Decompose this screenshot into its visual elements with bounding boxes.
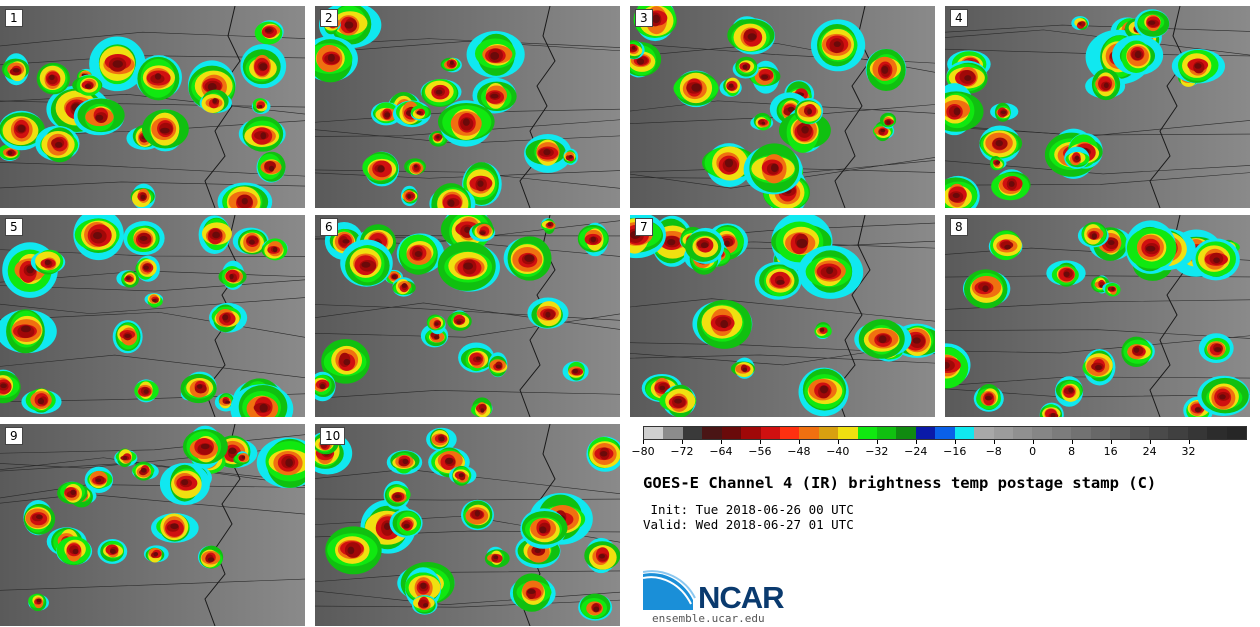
member-panel-2: 2 (315, 6, 620, 208)
colorbar-segment (993, 427, 1014, 439)
colorbar-tick (798, 440, 800, 444)
member-panel-10: 10 (315, 424, 620, 626)
member-panel-3: 3 (630, 6, 935, 208)
colorbar-tick-label: −32 (865, 445, 889, 458)
colorbar-tick-label: 16 (1103, 445, 1118, 458)
colorbar-tick-label: 8 (1068, 445, 1076, 458)
colorbar-segment (1032, 427, 1052, 439)
colorbar-segment (721, 427, 742, 439)
colorbar-segment (1071, 427, 1091, 439)
colorbar-tick-label: −40 (826, 445, 850, 458)
colorbar-tick-label: −72 (670, 445, 694, 458)
colorbar-tick-label: 24 (1142, 445, 1157, 458)
colorbar-tick-label: −24 (904, 445, 928, 458)
colorbar-segment (896, 427, 916, 439)
member-panel-6: 6 (315, 215, 620, 417)
colorbar-segment (974, 427, 994, 439)
ir-map (0, 215, 305, 417)
ir-map (630, 6, 935, 208)
colorbar-segment (1187, 427, 1208, 439)
colorbar-tick-label: 0 (1029, 445, 1037, 458)
colorbar-ticks: −80 −72 −64 −56 −48 −40 −32 −24 −16 −8 0 8 16 24 32 (631, 440, 1247, 462)
colorbar (643, 426, 1247, 440)
colorbar-segment (1090, 427, 1111, 439)
colorbar-segment (682, 427, 703, 439)
colorbar-tick (720, 440, 722, 444)
colorbar-tick (915, 440, 917, 444)
panel-label: 9 (5, 427, 23, 445)
member-panel-7: 7 (630, 215, 935, 417)
ir-map (0, 6, 305, 208)
colorbar-tick-label: −48 (787, 445, 811, 458)
colorbar-segment (1129, 427, 1149, 439)
colorbar-segment (838, 427, 858, 439)
colorbar-tick (876, 440, 878, 444)
panel-label: 5 (5, 218, 23, 236)
colorbar-segment (877, 427, 897, 439)
colorbar-tick-label: −8 (985, 445, 1002, 458)
colorbar-segment (954, 427, 975, 439)
colorbar-tick-label: −56 (748, 445, 772, 458)
colorbar-tick (1188, 440, 1190, 444)
member-panel-4: 4 (945, 6, 1250, 208)
panel-label: 7 (635, 218, 653, 236)
ir-map (315, 215, 620, 417)
ir-map (0, 424, 305, 626)
panel-label: 3 (635, 9, 653, 27)
ir-map (630, 215, 935, 417)
member-panel-9: 9 (0, 424, 305, 626)
colorbar-segment (1110, 427, 1130, 439)
colorbar-segment (818, 427, 839, 439)
colorbar-tick (1032, 440, 1034, 444)
colorbar-segment (1148, 427, 1169, 439)
colorbar-segment (741, 427, 761, 439)
panel-label: 8 (950, 218, 968, 236)
figure-title: GOES-E Channel 4 (IR) brightness temp po… (643, 474, 1157, 492)
colorbar-tick (954, 440, 956, 444)
colorbar-tick (681, 440, 683, 444)
member-panel-8: 8 (945, 215, 1250, 417)
member-panel-1: 1 (0, 6, 305, 208)
colorbar-segment (1013, 427, 1033, 439)
colorbar-tick-label: −80 (631, 445, 655, 458)
panel-label: 10 (320, 427, 346, 445)
colorbar-segment (1226, 427, 1247, 439)
ir-map (315, 424, 620, 626)
colorbar-tick (1149, 440, 1151, 444)
colorbar-tick (993, 440, 995, 444)
colorbar-segment (702, 427, 722, 439)
colorbar-tick (837, 440, 839, 444)
ir-map (945, 6, 1250, 208)
colorbar-segment (915, 427, 936, 439)
colorbar-tick (759, 440, 761, 444)
panel-label: 2 (320, 9, 338, 27)
colorbar-segment (644, 427, 664, 439)
colorbar-tick-label: 32 (1181, 445, 1196, 458)
colorbar-tick-label: −16 (943, 445, 967, 458)
init-time: Init: Tue 2018-06-26 00 UTC (643, 502, 854, 517)
colorbar-segment (663, 427, 683, 439)
colorbar-segment (1207, 427, 1227, 439)
colorbar-tick (643, 440, 644, 444)
colorbar-segment (779, 427, 800, 439)
colorbar-tick (1110, 440, 1112, 444)
colorbar-tick-label: −64 (709, 445, 733, 458)
colorbar-tick (1071, 440, 1073, 444)
ir-map (945, 215, 1250, 417)
ir-map (315, 6, 620, 208)
panel-label: 4 (950, 9, 968, 27)
ncar-logo-icon (643, 570, 696, 610)
colorbar-segment (799, 427, 819, 439)
colorbar-segment (1051, 427, 1072, 439)
panel-label: 1 (5, 9, 23, 27)
ncar-logo-text: NCAR (698, 580, 785, 615)
site-url[interactable]: ensemble.ucar.edu (652, 612, 765, 625)
colorbar-segment (760, 427, 780, 439)
colorbar-segment (1168, 427, 1188, 439)
colorbar-segment (935, 427, 955, 439)
member-panel-5: 5 (0, 215, 305, 417)
valid-time: Valid: Wed 2018-06-27 01 UTC (643, 517, 854, 532)
panel-label: 6 (320, 218, 338, 236)
colorbar-segment (857, 427, 878, 439)
